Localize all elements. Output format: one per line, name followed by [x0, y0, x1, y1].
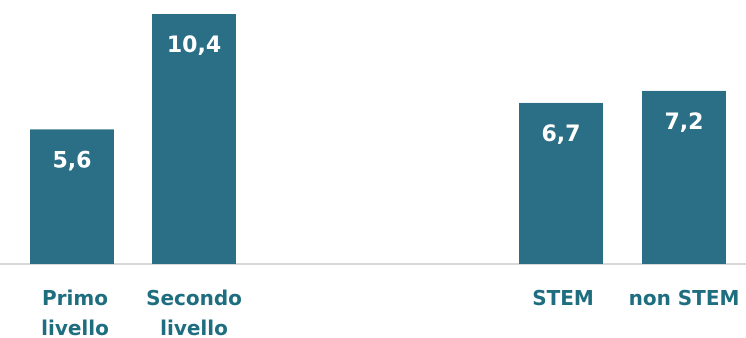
category-labels-group: Primo livello Secondo livello STEM non STEM — [41, 286, 739, 338]
bar-value-label-3: 7,2 — [665, 110, 704, 135]
category-label-1: Secondo livello — [146, 286, 242, 338]
value-labels-group: 5,6 10,4 6,7 7,2 — [53, 33, 704, 173]
category-label-line: STEM — [532, 286, 594, 310]
category-label-line: non STEM — [629, 286, 740, 310]
category-label-2: STEM — [532, 286, 594, 310]
category-label-0: Primo livello — [41, 286, 109, 338]
bar-value-label-2: 6,7 — [542, 122, 581, 147]
bar-value-label-0: 5,6 — [53, 148, 92, 173]
category-label-line: livello — [160, 316, 228, 338]
category-label-3: non STEM — [629, 286, 740, 310]
category-label-line: livello — [41, 316, 109, 338]
category-label-line: Primo — [42, 286, 108, 310]
category-label-line: Secondo — [146, 286, 242, 310]
bars-group — [30, 14, 726, 264]
bar-value-label-1: 10,4 — [167, 33, 221, 58]
